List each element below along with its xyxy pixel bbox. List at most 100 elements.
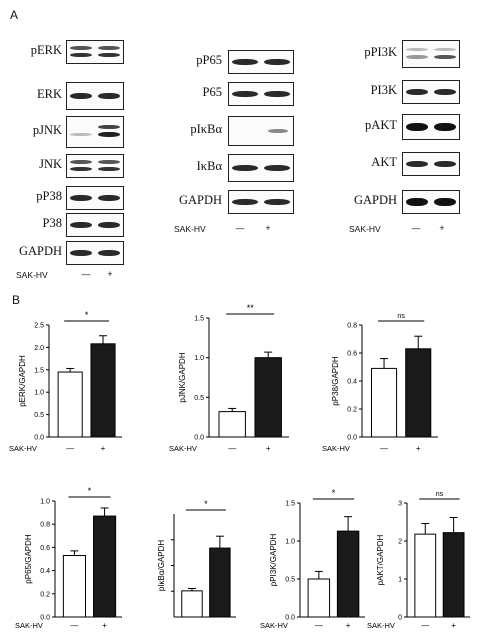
y-tick-label: 2.0 — [34, 345, 44, 352]
blot-band — [70, 222, 92, 228]
significance-marker: * — [332, 488, 336, 498]
blot-band — [98, 250, 120, 256]
condition-label: SAK-HV — [322, 444, 350, 453]
blot-label: pIκBα — [190, 122, 222, 136]
blot-band — [264, 91, 290, 97]
y-tick-label: 0.0 — [285, 615, 295, 622]
blot-image — [228, 154, 294, 182]
blot-label: GAPDH — [18, 244, 62, 258]
y-tick-label: 1.5 — [34, 367, 44, 374]
blot-image — [66, 40, 124, 64]
plus-sign: + — [451, 621, 456, 630]
blot-band — [264, 199, 290, 205]
blot-band — [98, 132, 120, 137]
blot-band — [70, 195, 92, 201]
blot-image — [402, 190, 460, 214]
blot-band — [98, 222, 120, 228]
y-tick-label: 0.5 — [285, 577, 295, 584]
significance-marker: * — [88, 486, 92, 496]
blot-band — [98, 46, 120, 50]
blot-label: JNK — [39, 157, 62, 171]
significance-marker: ns — [397, 313, 405, 320]
blot-label: GAPDH — [353, 193, 397, 207]
blot-band — [70, 133, 92, 136]
blot-image — [402, 114, 460, 140]
y-axis-label: pIκBα/GAPDH — [157, 540, 166, 592]
y-tick-label: 0.0 — [347, 435, 357, 442]
blot-image — [66, 186, 124, 210]
y-axis-label: pP65/GAPDH — [24, 534, 33, 584]
blot-band — [70, 250, 92, 256]
control-bar — [414, 533, 437, 618]
y-axis-label: pAKT/GAPDH — [376, 534, 385, 585]
y-tick-label: 2 — [398, 539, 402, 546]
y-axis-label: pP38/GAPDH — [331, 356, 340, 406]
treated-bar — [442, 532, 465, 618]
blot-image — [228, 190, 294, 214]
blot-image — [402, 152, 460, 176]
panel-b-letter: B — [12, 293, 21, 307]
y-tick-label: 1.5 — [194, 316, 204, 323]
y-tick-label: 0.5 — [34, 412, 44, 419]
y-axis-label: pERK/GAPDH — [18, 355, 27, 407]
blot-label: pAKT — [365, 118, 397, 132]
condition-label: SAK-HV — [367, 621, 395, 630]
y-tick-label: 0.5 — [194, 395, 204, 402]
y-tick-label: 1.0 — [194, 355, 204, 362]
blot-band — [98, 53, 120, 57]
panel-a-letter: A — [10, 8, 19, 22]
y-tick-label: 1.5 — [285, 501, 295, 508]
condition-label: SAK-HV — [9, 444, 37, 453]
y-tick-label: 0.2 — [40, 591, 50, 598]
minus-sign: — — [70, 621, 78, 630]
y-axis-label: pPI3K/GAPDH — [269, 534, 278, 587]
plus-sign: + — [107, 269, 113, 279]
y-tick-label: 1.0 — [40, 499, 50, 506]
blot-band — [98, 160, 120, 164]
blot-image — [228, 116, 294, 146]
blot-band — [70, 167, 92, 171]
treated-bar — [90, 343, 116, 438]
blot-label: PI3K — [370, 83, 397, 97]
blot-band — [98, 93, 120, 99]
blot-band — [70, 160, 92, 164]
y-tick-label: 0.4 — [40, 568, 50, 575]
blot-band — [232, 199, 258, 205]
plus-sign: + — [265, 223, 271, 233]
condition-label: SAK-HV — [260, 621, 288, 630]
control-bar — [218, 411, 246, 438]
y-tick-label: 3 — [398, 501, 402, 508]
blot-band — [268, 129, 288, 133]
y-tick-label: 0.0 — [40, 615, 50, 622]
blot-band — [406, 161, 428, 167]
minus-sign: — — [81, 269, 91, 279]
blot-band — [434, 161, 456, 167]
blot-image — [66, 241, 124, 265]
blot-band — [98, 195, 120, 201]
y-tick-label: 1.0 — [34, 390, 44, 397]
condition-label: SAK-HV — [349, 224, 381, 234]
plus-sign: + — [102, 621, 107, 630]
blot-label: GAPDH — [178, 193, 222, 207]
y-axis-label: pJNK/GAPDH — [178, 352, 187, 402]
blot-band — [98, 125, 120, 129]
blot-image — [402, 80, 460, 104]
blot-image — [228, 82, 294, 106]
minus-sign: — — [380, 444, 388, 453]
significance-marker: * — [204, 499, 208, 509]
treated-bar — [254, 357, 282, 438]
blot-band — [406, 123, 428, 131]
minus-sign: — — [235, 223, 245, 233]
blot-label: IκBα — [196, 159, 222, 173]
blot-band — [406, 48, 428, 51]
blot-band — [406, 55, 428, 59]
plus-sign: + — [101, 444, 106, 453]
condition-label: SAK-HV — [15, 621, 43, 630]
y-tick-label: 0.2 — [347, 407, 357, 414]
blot-label: pP65 — [196, 53, 222, 67]
blot-image — [66, 116, 124, 148]
